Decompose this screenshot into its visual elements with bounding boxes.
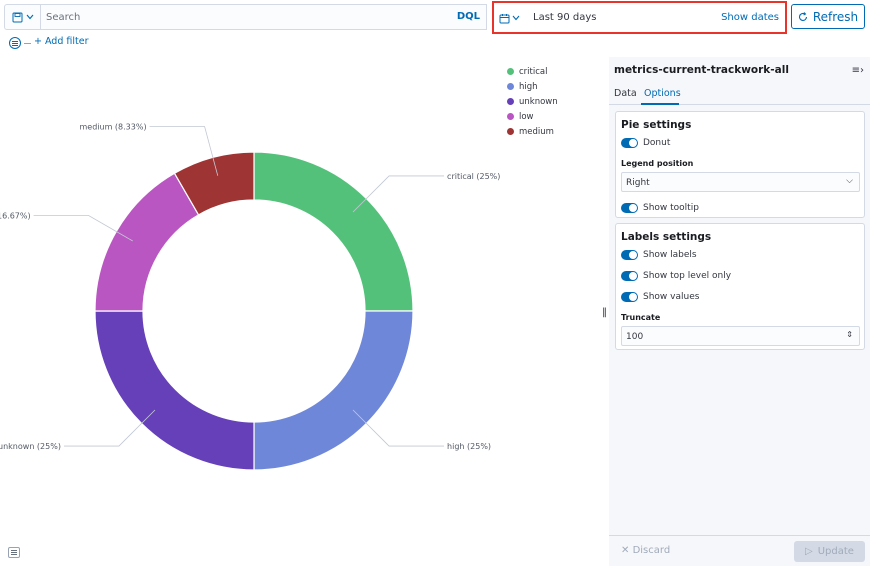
refresh-button[interactable]: Refresh xyxy=(791,4,865,29)
show-labels-toggle[interactable]: Show labels xyxy=(621,250,697,260)
toggle-switch[interactable] xyxy=(621,250,638,260)
show-values-toggle[interactable]: Show values xyxy=(621,292,699,302)
active-tab-indicator xyxy=(641,103,679,105)
legend-label: unknown xyxy=(519,96,558,107)
refresh-label: Refresh xyxy=(812,9,859,24)
legend-label: high xyxy=(519,81,538,92)
chevron-down-icon xyxy=(26,14,34,20)
editor-footer: ✕ Discard ▷ Update xyxy=(609,535,870,566)
slice-label-low: low (16.67%) xyxy=(0,211,31,220)
labels-settings-panel: Labels settings Show labels Show top lev… xyxy=(615,223,865,350)
play-icon: ▷ xyxy=(805,546,813,557)
legend-color-swatch xyxy=(507,113,514,120)
legend-label: critical xyxy=(519,66,548,77)
pie-slice-low[interactable] xyxy=(94,172,200,312)
legend-item-unknown[interactable]: unknown xyxy=(507,94,558,109)
calendar-icon xyxy=(499,13,510,23)
chevron-down-icon xyxy=(512,15,520,21)
legend-color-swatch xyxy=(507,83,514,90)
refresh-icon xyxy=(798,11,807,21)
label-leader-line xyxy=(63,409,156,447)
toggle-switch[interactable] xyxy=(621,138,638,148)
search-input[interactable] xyxy=(46,11,446,23)
save-icon xyxy=(12,12,23,22)
tab-data[interactable]: Data xyxy=(614,88,637,99)
time-range-text[interactable]: Last 90 days xyxy=(533,12,597,23)
editor-tabs: Data Options xyxy=(609,83,870,105)
saved-query-button[interactable] xyxy=(4,4,41,30)
show-tooltip-label: Show tooltip xyxy=(643,203,699,213)
filter-bar: + Add filter xyxy=(0,34,870,54)
truncate-value: 100 xyxy=(626,332,644,342)
legend-color-swatch xyxy=(507,98,514,105)
update-button[interactable]: ▷ Update xyxy=(794,541,865,562)
collapse-sidebar-icon[interactable]: ≡› xyxy=(851,65,864,76)
labels-settings-heading: Labels settings xyxy=(621,231,712,243)
legend-item-low[interactable]: low xyxy=(507,109,558,124)
show-tooltip-toggle[interactable]: Show tooltip xyxy=(621,203,699,213)
donut-chart: critical (25%) high (25%) unknown (25%) low… xyxy=(0,123,500,471)
donut-label: Donut xyxy=(643,138,671,148)
editor-sidebar: metrics-current-trackwork-all ≡› Data Op… xyxy=(609,57,870,566)
slice-label-unknown: unknown (25%) xyxy=(0,442,61,451)
legend-position-select[interactable]: Right ⌵ xyxy=(621,172,860,192)
show-top-level-only-toggle[interactable]: Show top level only xyxy=(621,271,731,281)
slice-label-medium: medium (8.33%) xyxy=(80,123,147,132)
show-labels-label: Show labels xyxy=(643,250,697,260)
toggle-switch[interactable] xyxy=(621,203,638,213)
legend-color-swatch xyxy=(507,68,514,75)
slice-label-high: high (25%) xyxy=(447,442,491,451)
show-top-level-only-label: Show top level only xyxy=(643,271,732,281)
legend-label: medium xyxy=(519,126,554,137)
toggle-switch[interactable] xyxy=(621,292,638,302)
query-language-button[interactable]: DQL xyxy=(456,11,480,22)
discard-button[interactable]: ✕ Discard xyxy=(621,545,671,556)
search-bar: DQL xyxy=(40,4,487,30)
update-label: Update xyxy=(817,546,854,557)
date-picker: Last 90 days Show dates xyxy=(492,1,787,34)
filter-options-icon[interactable] xyxy=(9,37,21,49)
show-dates-link[interactable]: Show dates xyxy=(721,12,779,23)
slice-label-critical: critical (25%) xyxy=(447,172,500,181)
add-filter-button[interactable]: + Add filter xyxy=(34,36,89,47)
chevron-down-icon: ⌵ xyxy=(846,176,853,186)
legend-item-high[interactable]: high xyxy=(507,79,558,94)
list-icon[interactable] xyxy=(8,547,20,558)
legend-position-label: Legend position xyxy=(621,159,694,168)
index-pattern-title: metrics-current-trackwork-all xyxy=(614,64,789,76)
label-leader-line xyxy=(149,126,219,176)
show-values-label: Show values xyxy=(643,292,700,302)
tab-options[interactable]: Options xyxy=(644,88,681,99)
chart-area: critical (25%) high (25%) unknown (25%) low… xyxy=(0,57,600,566)
legend-item-critical[interactable]: critical xyxy=(507,64,558,79)
query-bar: DQL Last 90 days Show dates Refresh xyxy=(0,0,870,34)
truncate-input[interactable]: 100 ⇕ xyxy=(621,326,860,346)
toggle-switch[interactable] xyxy=(621,271,638,281)
discard-label: Discard xyxy=(632,545,671,556)
pie-slice-medium[interactable] xyxy=(173,151,255,216)
divider xyxy=(24,43,31,44)
legend-position-value: Right xyxy=(626,178,650,188)
label-leader-line xyxy=(352,409,445,447)
chart-legend: critical high unknown low medium xyxy=(507,64,558,139)
legend-item-medium[interactable]: medium xyxy=(507,124,558,139)
legend-label: low xyxy=(519,111,534,122)
panel-resize-handle[interactable]: ‖ xyxy=(602,307,607,318)
donut-toggle[interactable]: Donut xyxy=(621,138,670,148)
pie-settings-heading: Pie settings xyxy=(621,119,692,131)
quick-menu-button[interactable] xyxy=(499,9,525,27)
truncate-label: Truncate xyxy=(621,313,661,322)
pie-settings-panel: Pie settings Donut Legend position Right… xyxy=(615,111,865,218)
label-leader-line xyxy=(352,175,445,213)
stepper-icon[interactable]: ⇕ xyxy=(846,330,853,339)
label-leader-line xyxy=(33,215,133,242)
legend-color-swatch xyxy=(507,128,514,135)
